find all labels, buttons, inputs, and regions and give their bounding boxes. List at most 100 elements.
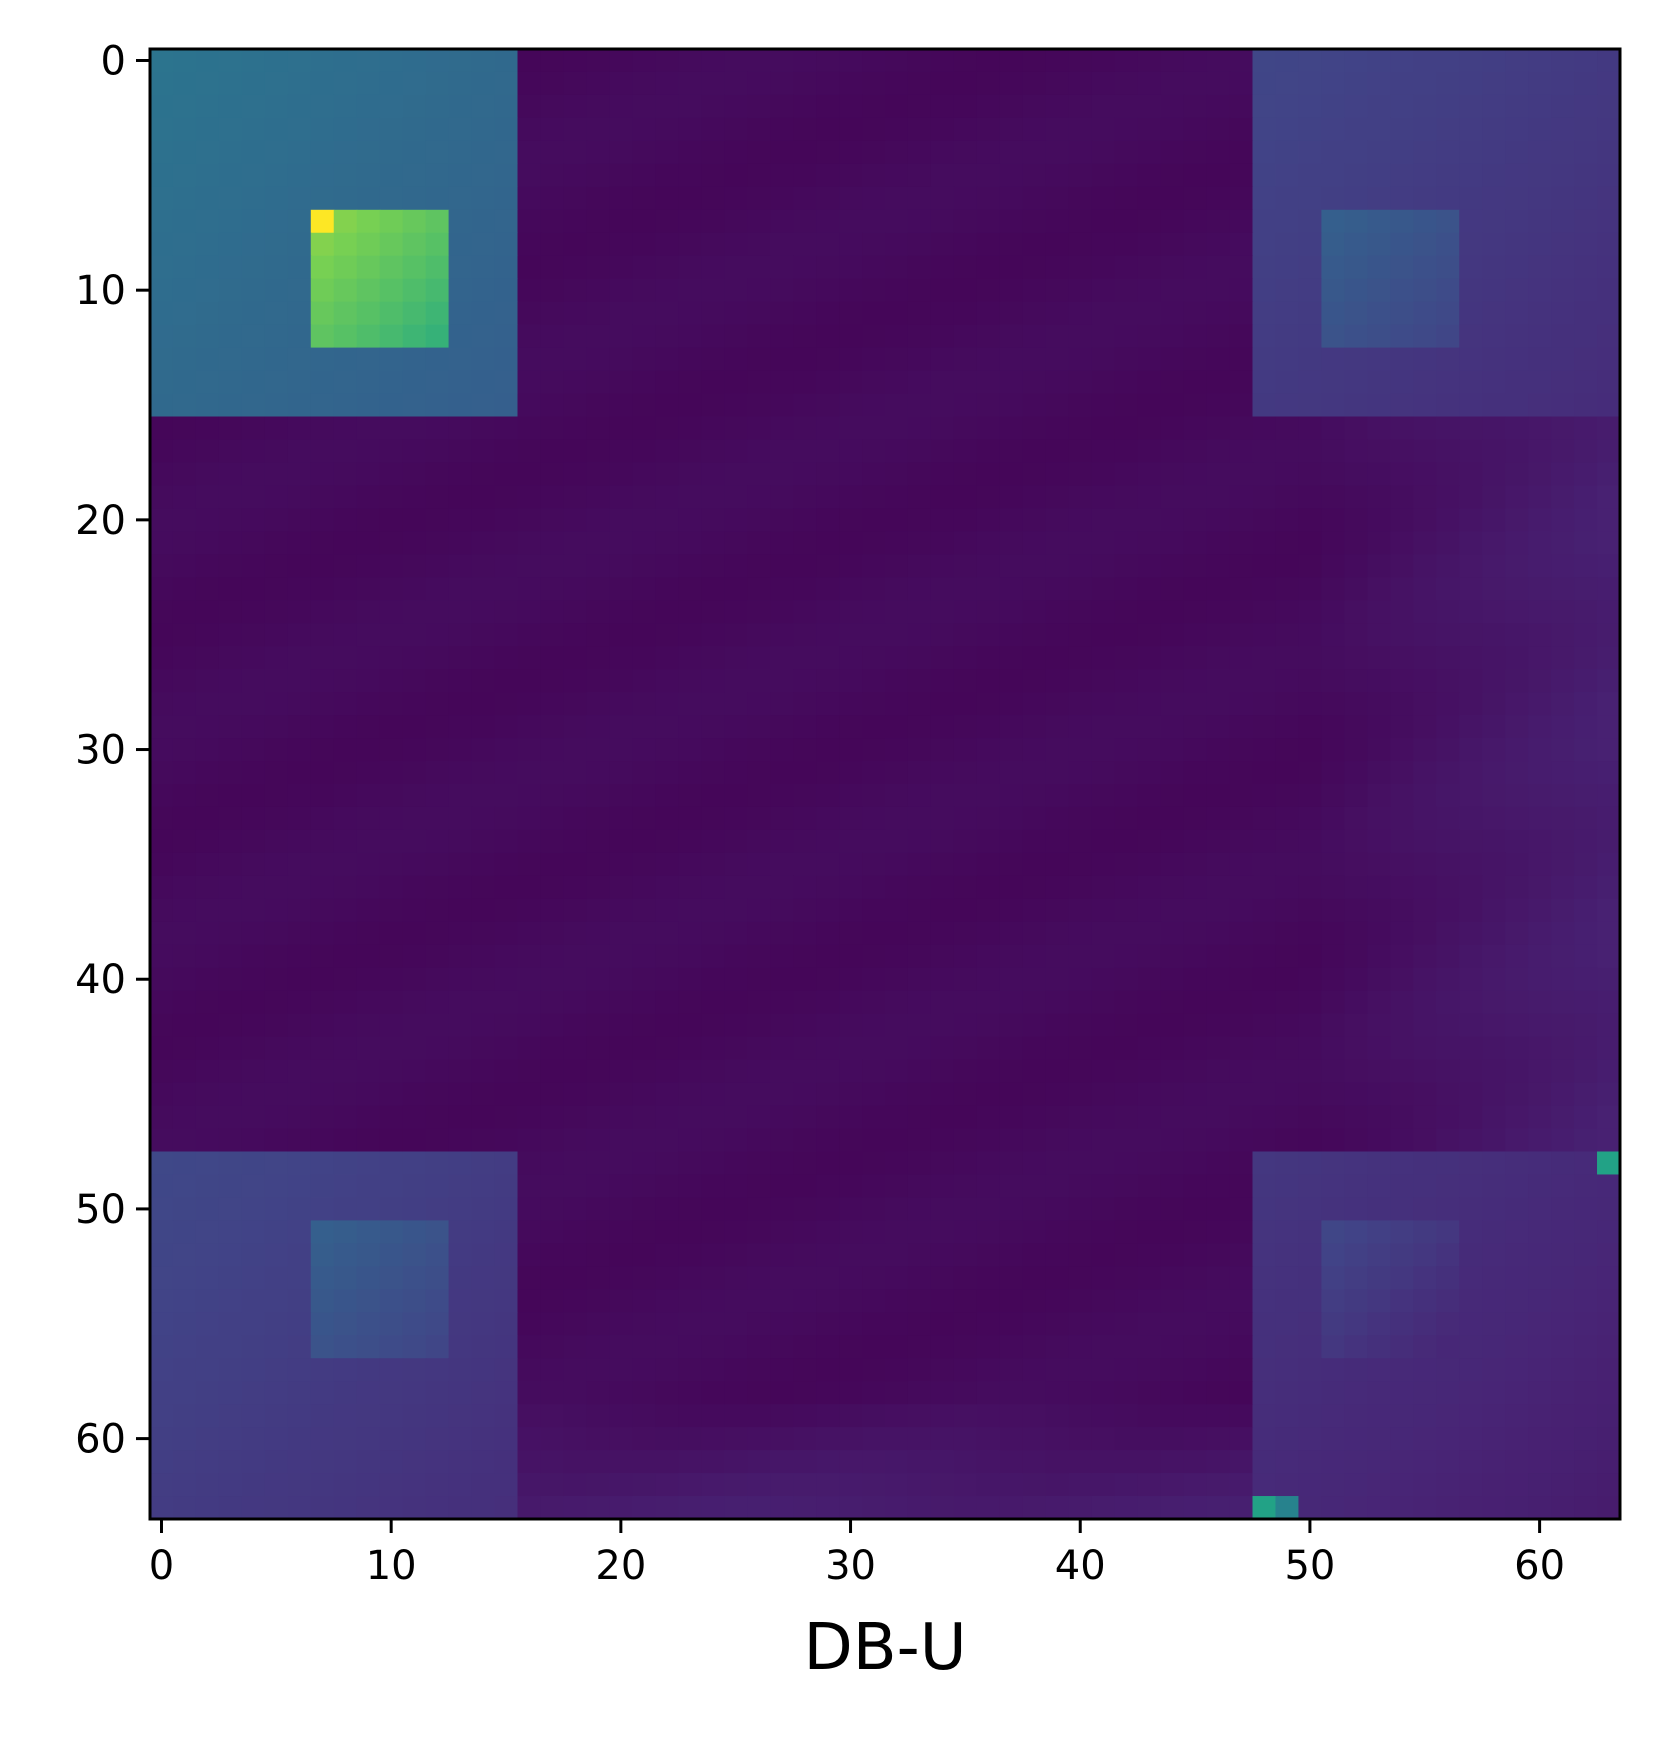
heatmap-cell (1252, 715, 1277, 739)
heatmap-cell (1459, 921, 1483, 946)
heatmap-cell (1367, 393, 1391, 418)
heatmap-cell (1459, 1473, 1483, 1497)
heatmap-cell (1275, 852, 1300, 877)
heatmap-cell (701, 921, 725, 946)
heatmap-cell (1160, 1266, 1185, 1290)
heatmap-cell (195, 967, 220, 992)
heatmap-cell (609, 784, 633, 808)
heatmap-cell (1574, 1174, 1598, 1199)
heatmap-cell (517, 1059, 542, 1084)
heatmap-cell (1367, 163, 1391, 188)
heatmap-cell (494, 784, 519, 808)
heatmap-cell (1344, 1312, 1368, 1336)
heatmap-cell (172, 1243, 197, 1267)
heatmap-cell (1551, 1450, 1575, 1474)
heatmap-cell (724, 1128, 748, 1153)
heatmap-cell (517, 990, 542, 1015)
heatmap-cell (379, 1128, 404, 1153)
heatmap-cell (976, 370, 1001, 395)
heatmap-cell (1459, 1358, 1483, 1382)
heatmap-cell (1505, 462, 1529, 487)
heatmap-cell (150, 669, 174, 693)
heatmap-cell (678, 623, 702, 647)
heatmap-cell (1505, 117, 1529, 142)
heatmap-cell (1321, 1381, 1345, 1405)
heatmap-cell (1574, 1450, 1598, 1474)
heatmap-cell (1252, 646, 1277, 670)
heatmap-cell (150, 852, 174, 877)
heatmap-cell (1091, 623, 1116, 647)
heatmap-cell (379, 347, 404, 372)
heatmap-cell (655, 852, 679, 877)
heatmap-cell (907, 49, 932, 73)
heatmap-cell (839, 1496, 863, 1520)
heatmap-cell (494, 967, 519, 992)
heatmap-cell (1114, 370, 1139, 395)
heatmap-cell (1298, 186, 1323, 211)
heatmap-cell (1344, 623, 1368, 647)
heatmap-cell (1275, 898, 1300, 923)
heatmap-cell (678, 278, 702, 303)
heatmap-cell (930, 1335, 955, 1359)
heatmap-cell (356, 71, 381, 96)
heatmap-cell (724, 1105, 748, 1130)
heatmap-cell (379, 485, 404, 509)
heatmap-cell (1114, 1450, 1139, 1474)
heatmap-cell (1252, 852, 1277, 877)
heatmap-cell (1022, 370, 1047, 395)
heatmap-cell (1505, 829, 1529, 854)
heatmap-cell (517, 692, 542, 716)
heatmap-cell (1367, 49, 1391, 73)
heatmap-cell (310, 990, 335, 1015)
heatmap-cell (494, 852, 519, 877)
heatmap-cell (172, 416, 197, 441)
heatmap-cell (172, 1220, 197, 1244)
heatmap-cell (1068, 898, 1093, 923)
heatmap-cell (379, 1289, 404, 1313)
heatmap-cell (1252, 370, 1277, 395)
heatmap-cell (356, 1473, 381, 1497)
heatmap-cell (1252, 806, 1277, 831)
heatmap-cell (724, 370, 748, 395)
heatmap-cell (1574, 829, 1598, 854)
heatmap-cell (1298, 1404, 1323, 1428)
heatmap-cell (999, 1404, 1024, 1428)
heatmap-cell (816, 301, 840, 326)
heatmap-cell (724, 186, 748, 211)
heatmap-cell (1137, 439, 1162, 464)
heatmap-cell (793, 508, 817, 532)
heatmap-cell (310, 784, 335, 808)
heatmap-cell (930, 301, 955, 326)
heatmap-cell (632, 1289, 656, 1313)
heatmap-cell (563, 324, 588, 349)
heatmap-cell (1436, 1381, 1460, 1405)
heatmap-cell (1229, 508, 1254, 532)
heatmap-cell (1275, 255, 1300, 280)
heatmap-cell (1459, 1082, 1483, 1107)
heatmap-cell (1298, 1450, 1323, 1474)
heatmap-cell (1160, 1082, 1185, 1107)
heatmap-cell (816, 209, 840, 234)
heatmap-cell (540, 1220, 565, 1244)
heatmap-cell (402, 761, 427, 785)
heatmap-cell (1091, 255, 1116, 280)
heatmap-cell (1114, 209, 1139, 234)
heatmap-cell (907, 462, 932, 487)
heatmap-cell (885, 531, 909, 555)
heatmap-cell (1367, 232, 1391, 257)
heatmap-cell (862, 255, 886, 280)
heatmap-cell (678, 117, 702, 142)
heatmap-cell (930, 393, 955, 418)
heatmap-cell (1321, 370, 1345, 395)
heatmap-cell (747, 1036, 771, 1061)
heatmap-cell (494, 301, 519, 326)
heatmap-cell (885, 967, 909, 992)
heatmap-cell (1022, 692, 1047, 716)
heatmap-cell (816, 623, 840, 647)
heatmap-cell (885, 301, 909, 326)
heatmap-cell (218, 232, 243, 257)
heatmap-cell (517, 623, 542, 647)
heatmap-cell (1160, 439, 1185, 464)
heatmap-cell (701, 324, 725, 349)
heatmap-cell (195, 623, 220, 647)
